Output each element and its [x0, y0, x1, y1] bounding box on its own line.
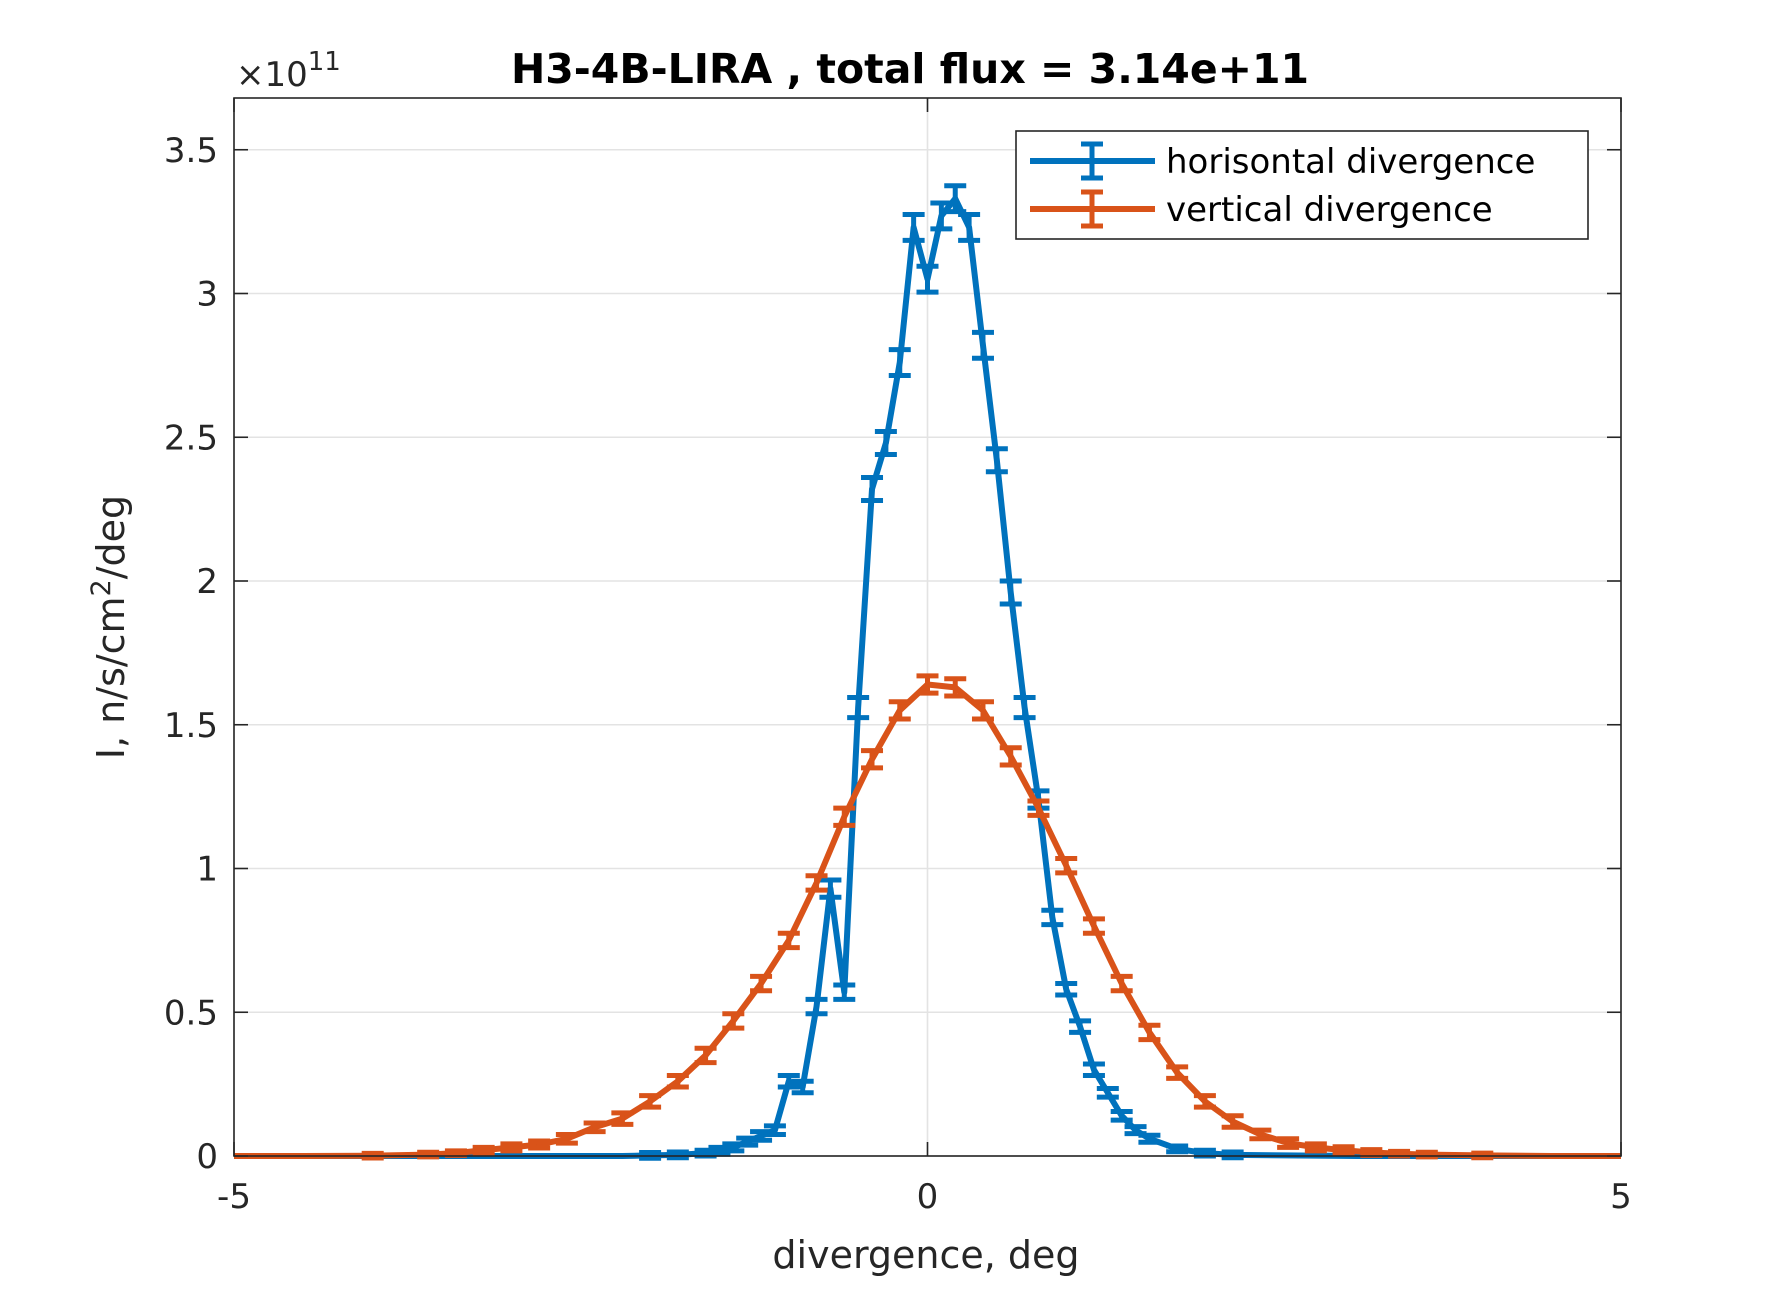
error-bar — [888, 699, 911, 722]
legend-item-horisontal: horisontal divergence — [1030, 141, 1535, 182]
axis-ticks — [233, 98, 1622, 1157]
error-bar — [999, 578, 1022, 607]
error-bar — [666, 1073, 689, 1090]
error-bar — [944, 183, 967, 215]
error-bar — [847, 694, 870, 721]
error-bar — [777, 1073, 800, 1090]
error-bar — [1096, 1085, 1119, 1100]
error-bar — [500, 1141, 523, 1154]
y-tick-label: 0 — [196, 1137, 218, 1177]
error-bar — [985, 446, 1008, 475]
legend-box — [1015, 130, 1589, 240]
error-bar — [874, 429, 897, 457]
error-bar — [694, 1045, 717, 1066]
error-bar — [444, 1148, 467, 1158]
error-bar — [722, 1011, 745, 1031]
error-bar — [1249, 1127, 1272, 1142]
error-bar — [639, 1093, 662, 1110]
legend: horisontal divergence vertical divergenc… — [1015, 130, 1589, 240]
series-layer — [234, 183, 1621, 1161]
y-tick-label: 2.5 — [164, 418, 218, 458]
y-axis-label-tail: /deg — [89, 495, 133, 579]
y-tick-label: 1 — [196, 850, 218, 890]
x-axis-label: divergence, deg — [772, 1233, 1079, 1277]
y-tick-label: 0.5 — [164, 993, 218, 1033]
error-bar — [1221, 1113, 1244, 1130]
error-bar — [1110, 1108, 1133, 1123]
error-bar — [999, 745, 1022, 768]
y-tick-label: 3 — [196, 275, 218, 315]
error-bar — [888, 347, 911, 378]
error-bar — [861, 748, 884, 771]
error-bar — [583, 1120, 606, 1135]
error-bar — [819, 877, 842, 900]
legend-swatch-errorbar — [1081, 189, 1103, 229]
y-exponent-power: 11 — [308, 47, 341, 77]
error-bar — [777, 930, 800, 951]
error-bar — [902, 211, 925, 243]
x-tick-label: 0 — [917, 1177, 939, 1217]
legend-label-horisontal: horisontal divergence — [1166, 142, 1535, 182]
chart-title: H3-4B-LIRA , total flux = 3.14e+11 — [511, 45, 1309, 93]
error-bar — [1138, 1022, 1161, 1043]
x-tick-label: 5 — [1610, 1177, 1632, 1217]
y-tick-label: 2 — [196, 562, 218, 602]
error-bar — [555, 1131, 578, 1146]
error-bar — [1166, 1143, 1189, 1155]
error-bar — [833, 982, 856, 1002]
error-bar — [763, 1123, 786, 1137]
error-bar — [916, 263, 939, 295]
error-bar — [1332, 1144, 1355, 1157]
error-bar — [1027, 798, 1050, 818]
error-bar — [1304, 1141, 1327, 1154]
error-bar — [805, 996, 828, 1017]
error-bar — [1082, 916, 1105, 936]
error-bar — [1041, 907, 1064, 928]
error-bar — [1166, 1064, 1189, 1081]
series-horisontal — [234, 183, 1621, 1161]
error-bar — [1138, 1132, 1161, 1145]
error-bar — [750, 973, 773, 994]
y-exponent-label: ×1011 — [236, 47, 341, 95]
legend-label-vertical: vertical divergence — [1166, 190, 1493, 230]
error-bar — [1193, 1093, 1216, 1110]
error-bar — [930, 200, 953, 232]
error-bar — [1055, 981, 1078, 998]
error-bar — [611, 1110, 634, 1127]
y-axis-label: I, n/s/cm2/deg — [86, 495, 133, 759]
y-axis-label-main: I, n/s/cm — [89, 596, 133, 759]
error-bar — [1082, 1061, 1105, 1078]
error-bar — [1110, 973, 1133, 994]
error-bar — [1069, 1018, 1092, 1035]
legend-item-vertical: vertical divergence — [1030, 189, 1493, 230]
x-tick-label: -5 — [217, 1177, 251, 1217]
y-tick-label: 1.5 — [164, 706, 218, 746]
error-bar — [958, 211, 981, 243]
y-axis-label-sup: 2 — [86, 579, 117, 596]
error-bar — [472, 1144, 495, 1156]
tick-labels: 00.511.522.533.5-5 0 5 — [164, 131, 1632, 1217]
legend-swatch-errorbar — [1081, 141, 1103, 181]
y-exponent-base: ×10 — [236, 55, 308, 95]
error-bar — [971, 699, 994, 722]
error-bar — [1013, 694, 1036, 721]
error-bar — [805, 873, 828, 893]
error-bar — [750, 1129, 773, 1143]
error-bar — [916, 673, 939, 696]
error-bar — [861, 475, 884, 503]
error-bar — [971, 329, 994, 361]
error-bar — [1277, 1136, 1300, 1150]
y-tick-label: 3.5 — [164, 131, 218, 171]
error-bar — [528, 1138, 551, 1151]
error-bar — [1055, 855, 1078, 876]
error-bar — [944, 676, 967, 699]
error-bar — [791, 1078, 814, 1096]
error-bar — [833, 805, 856, 828]
error-bar — [708, 1144, 731, 1157]
series-vertical — [234, 673, 1621, 1161]
